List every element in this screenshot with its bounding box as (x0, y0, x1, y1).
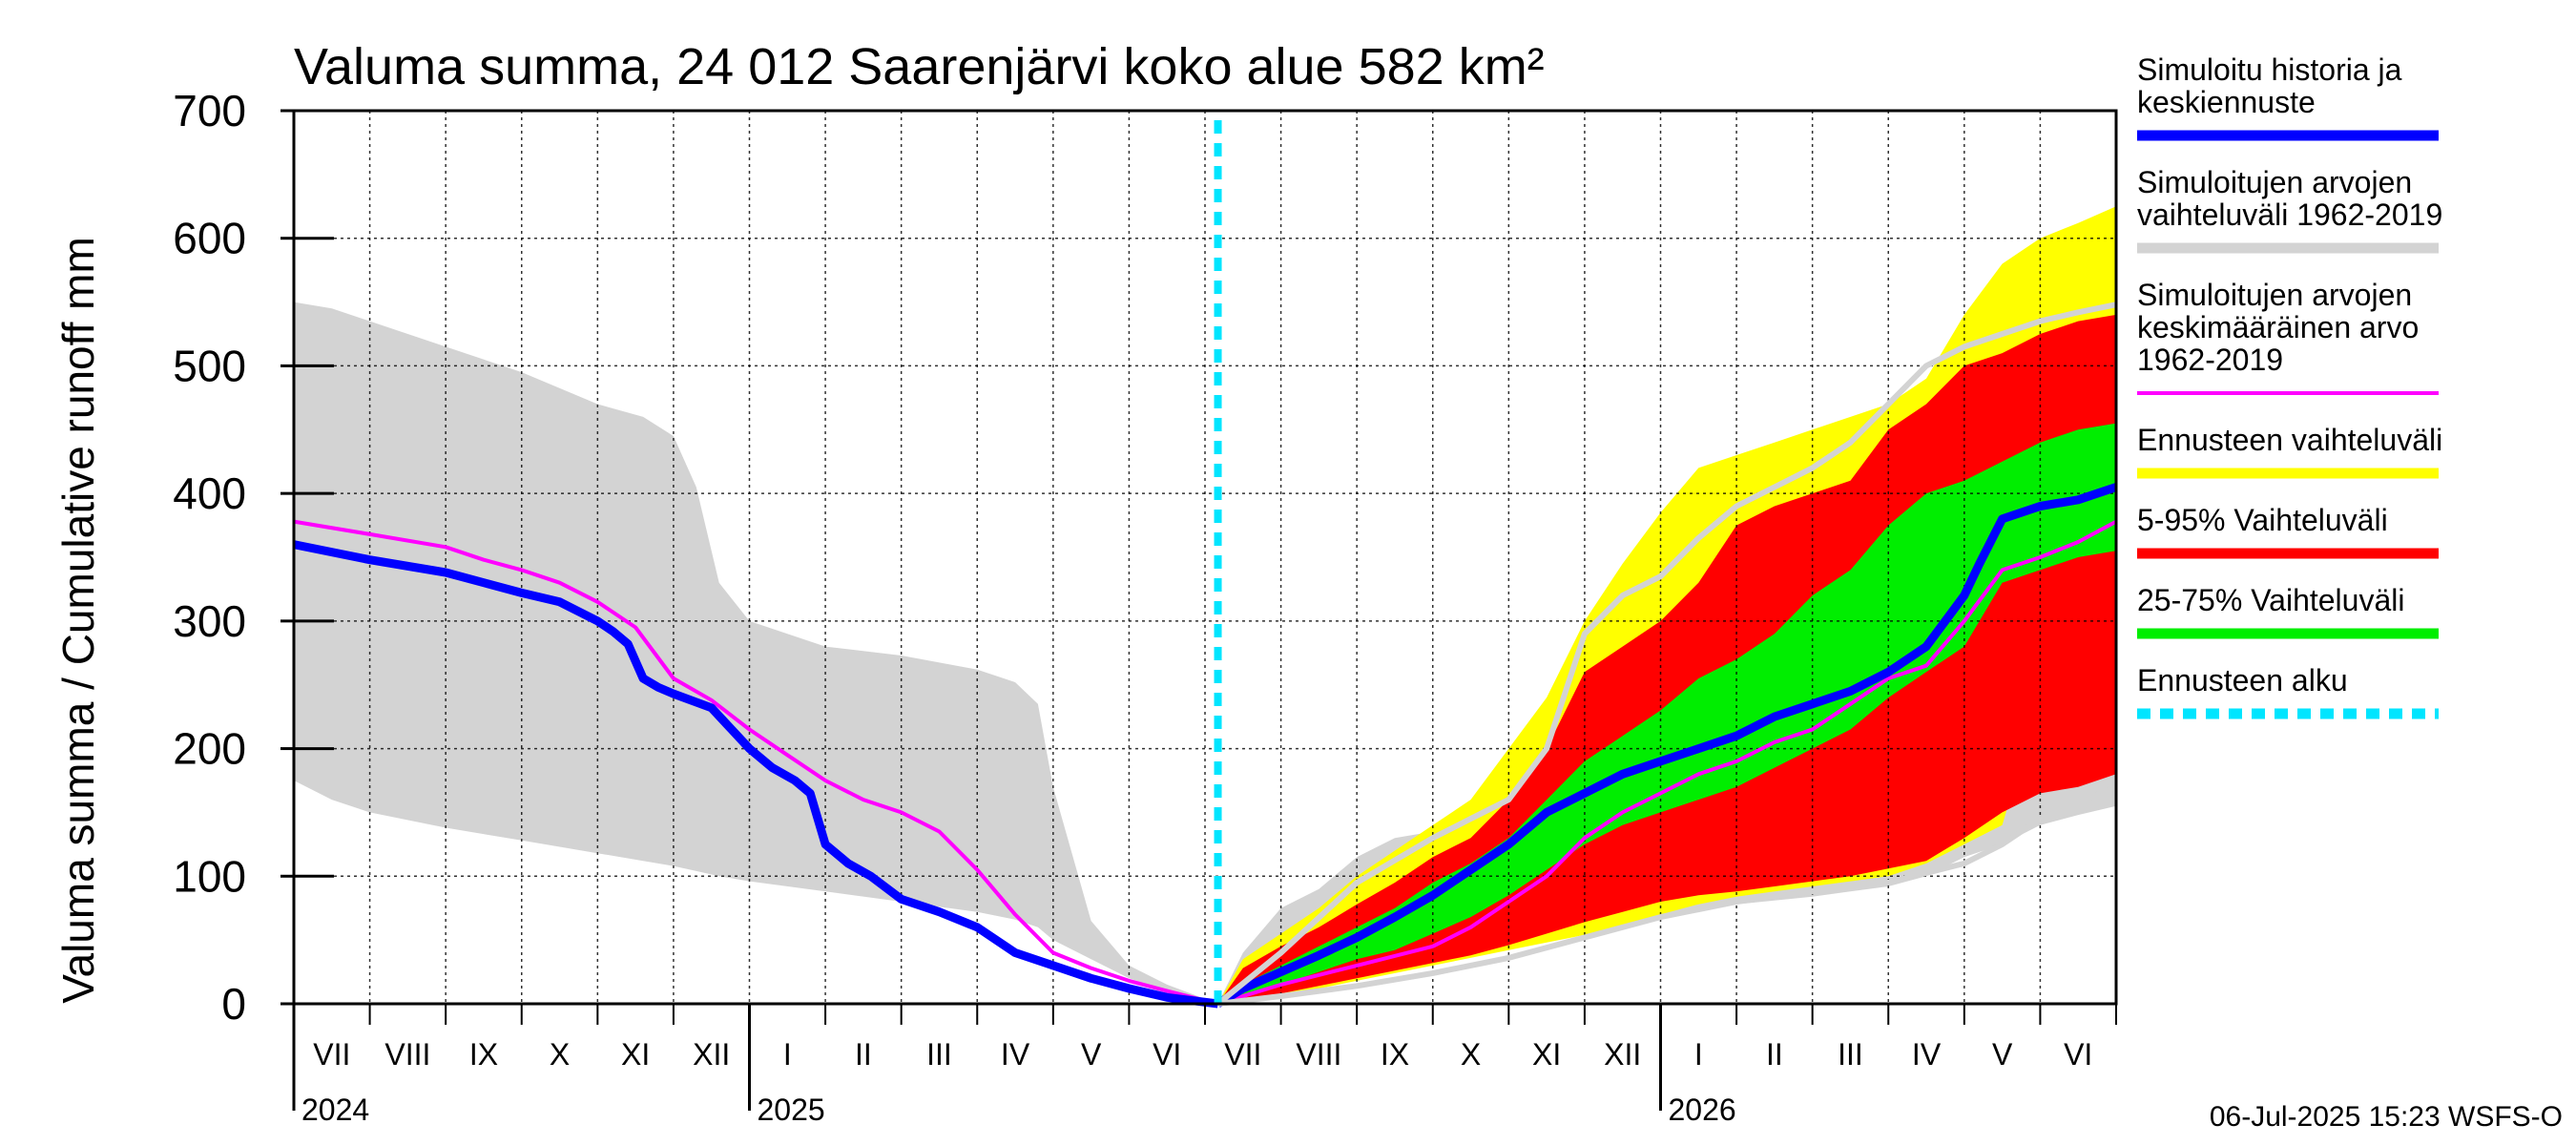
month-label: VI (2064, 1037, 2092, 1072)
legend-label: keskiennuste (2137, 85, 2316, 119)
y-tick-label: 100 (173, 851, 246, 901)
plot-bands (294, 206, 2116, 1005)
month-label: VII (313, 1037, 350, 1072)
y-tick-label: 500 (173, 341, 246, 390)
legend-label: Simuloitu historia ja (2137, 52, 2402, 87)
line-simuloitujen-arvojen-vaihteluv-li-1962-2019-max (1215, 302, 2117, 1007)
month-label: VIII (1296, 1037, 1341, 1072)
band-simuloitujen-arvojen-vaihteluv-li-1962-2019 (294, 302, 1218, 1005)
month-label: I (1694, 1037, 1703, 1072)
year-label: 2026 (1669, 1093, 1736, 1127)
month-label: VI (1153, 1037, 1181, 1072)
month-label: IV (1001, 1037, 1030, 1072)
line-simuloitu-historia-ja-keskiennuste (1215, 483, 2118, 1008)
legend-label: Ennusteen alku (2137, 663, 2348, 697)
y-tick-label: 400 (173, 468, 246, 518)
chart-title: Valuma summa, 24 012 Saarenjärvi koko al… (294, 38, 1545, 95)
month-label: III (926, 1037, 952, 1072)
line-simuloitujen-arvojen-keskim-r-inen-arvo-1962-2019 (293, 519, 1218, 1006)
legend-label: 1962-2019 (2137, 343, 2283, 377)
y-tick-label: 300 (173, 596, 246, 646)
month-label: VIII (384, 1037, 430, 1072)
month-label: X (550, 1037, 570, 1072)
month-label: II (855, 1037, 872, 1072)
plot-lines (293, 120, 2118, 1009)
y-tick-label: 700 (173, 86, 246, 135)
y-axis-label: Valuma summa / Cumulative runoff mm (53, 237, 103, 1004)
timestamp: 06-Jul-2025 15:23 WSFS-O (2210, 1101, 2563, 1133)
month-label: XII (693, 1037, 730, 1072)
month-label: III (1838, 1037, 1863, 1072)
legend-label: vaihteluväli 1962-2019 (2137, 198, 2442, 232)
line-simuloitujen-arvojen-vaihteluv-li-1962-2019-min (1217, 783, 2118, 1007)
band-5-95-vaihteluv-li (1217, 314, 2116, 1004)
band-25-75-vaihteluv-li (1217, 423, 2116, 1005)
month-label: I (783, 1037, 792, 1072)
grid-lines (294, 111, 2116, 1004)
month-label: II (1766, 1037, 1783, 1072)
month-label: XI (1532, 1037, 1561, 1072)
month-label: IX (469, 1037, 498, 1072)
line-simuloitujen-arvojen-keskim-r-inen-arvo-1962-2019 (1216, 519, 2117, 1006)
month-label: XII (1604, 1037, 1641, 1072)
y-tick-label: 0 (221, 979, 246, 1029)
month-label: X (1461, 1037, 1481, 1072)
legend-label: Ennusteen vaihteluväli (2137, 423, 2442, 457)
line-simuloitu-historia-ja-keskiennuste (293, 540, 1219, 1009)
month-label: V (1081, 1037, 1102, 1072)
y-tick-label: 600 (173, 214, 246, 263)
legend-label: Simuloitujen arvojen (2137, 165, 2412, 199)
year-label: 2025 (758, 1093, 825, 1127)
month-label: IV (1912, 1037, 1942, 1072)
year-label: 2024 (301, 1093, 369, 1127)
legend-label: keskimääräinen arvo (2137, 310, 2419, 344)
month-label: VII (1224, 1037, 1261, 1072)
y-tick-label: 200 (173, 724, 246, 774)
month-label: IX (1381, 1037, 1409, 1072)
month-label: V (1992, 1037, 2013, 1072)
legend-label: Simuloitujen arvojen (2137, 278, 2412, 312)
month-label: XI (621, 1037, 650, 1072)
legend-label: 25-75% Vaihteluväli (2137, 583, 2404, 617)
legend-label: 5-95% Vaihteluväli (2137, 503, 2388, 537)
